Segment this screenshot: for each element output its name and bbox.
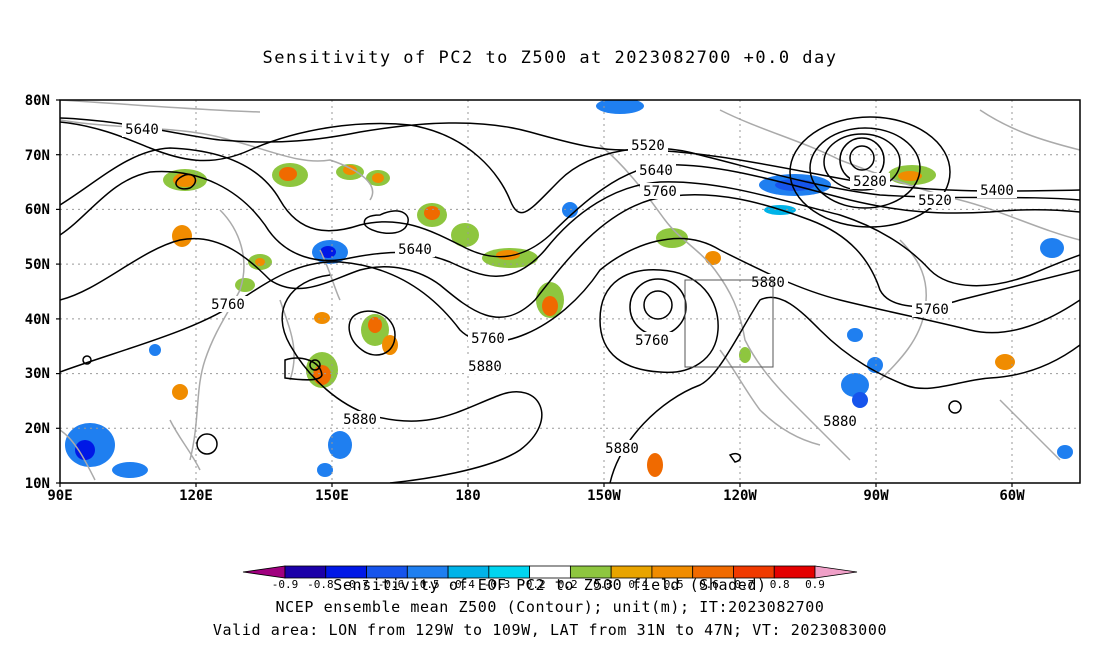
lat-label: 30N — [25, 366, 50, 382]
lon-label: 150W — [587, 488, 621, 504]
lon-label: 120W — [723, 488, 757, 504]
colorbar — [242, 565, 858, 579]
colorbar-tick-label: 0.4 — [628, 578, 648, 591]
contour-label: 5520 — [631, 138, 665, 154]
colorbar-tick-label: -0.6 — [378, 578, 405, 591]
lat-label: 40N — [25, 312, 50, 328]
colorbar-tick-label: 0.6 — [699, 578, 719, 591]
contour-labels: 5640 5520 5640 5760 5280 5400 5520 5640 … — [122, 121, 1017, 457]
colorbar-tick-label: 0.7 — [734, 578, 754, 591]
colorbar-tick-label: 0.3 — [593, 578, 613, 591]
lat-label: 60N — [25, 202, 50, 218]
contour-label: 5640 — [125, 122, 159, 138]
contour-label: 5760 — [211, 297, 245, 313]
contour-label: 5880 — [343, 412, 377, 428]
lat-label: 10N — [25, 476, 50, 492]
lon-label: 60W — [999, 488, 1025, 504]
contour-label: 5760 — [915, 302, 949, 318]
gridlines — [60, 100, 1080, 483]
lat-label: 80N — [25, 93, 50, 109]
colorbar-tick-label: 0.9 — [805, 578, 825, 591]
contour-label: 5400 — [980, 183, 1014, 199]
lon-label: 150E — [315, 488, 349, 504]
colorbar-tick-label: 0.5 — [664, 578, 684, 591]
latitude-labels: 80N 70N 60N 50N 40N 30N 20N 10N — [25, 93, 50, 492]
lat-label: 70N — [25, 148, 50, 164]
longitude-labels: 90E 120E 150E 180 150W 120W 90W 60W — [47, 488, 1025, 504]
lon-label: 90E — [47, 488, 72, 504]
contour-label: 5640 — [639, 163, 673, 179]
contour-label: 5880 — [468, 359, 502, 375]
lon-label: 120E — [179, 488, 213, 504]
contour-label: 5760 — [643, 184, 677, 200]
lon-label: 90W — [863, 488, 889, 504]
colorbar-tick-label: -0.8 — [307, 578, 334, 591]
chart-title: Sensitivity of PC2 to Z500 at 2023082700… — [262, 48, 838, 68]
colorbar-tick-label: 0.8 — [770, 578, 790, 591]
contour-label: 5880 — [823, 414, 857, 430]
axis-ticks — [56, 99, 1013, 487]
caption-contour-info: NCEP ensemble mean Z500 (Contour); unit(… — [275, 598, 825, 616]
contour-label: 5760 — [635, 333, 669, 349]
contour-label: 5880 — [751, 275, 785, 291]
colorbar-legend-label: Sensitivity of EOF PC2 to Z500 field (Sh… — [333, 576, 767, 594]
colorbar-tick-label: -0.7 — [342, 578, 369, 591]
colorbar-tick-label: -0.4 — [448, 578, 475, 591]
lat-label: 50N — [25, 257, 50, 273]
contour-label: 5520 — [918, 193, 952, 209]
caption-valid-area: Valid area: LON from 129W to 109W, LAT f… — [212, 621, 888, 639]
contour-label: 5640 — [398, 242, 432, 258]
valid-area-box — [684, 279, 774, 368]
colorbar-tick-label: -0.9 — [272, 578, 299, 591]
contour-label: 5280 — [853, 174, 887, 190]
plot-frame — [59, 99, 1081, 484]
coastlines — [60, 100, 1080, 481]
lat-label: 20N — [25, 421, 50, 437]
contour-label: 5880 — [605, 441, 639, 457]
colorbar-tick-label: -0.2 — [519, 578, 546, 591]
lon-label: 180 — [455, 488, 480, 504]
colorbar-tick-label: -0.3 — [484, 578, 511, 591]
colorbar-segment — [814, 565, 858, 579]
contour-label: 5760 — [471, 331, 505, 347]
colorbar-tick-label: 0.2 — [558, 578, 578, 591]
colorbar-tick-labels: -0.9 -0.8 -0.7 -0.6 -0.5 -0.4 -0.3 -0.2 0.2 0.3 0.… — [272, 578, 825, 591]
colorbar-tick-label: -0.5 — [413, 578, 440, 591]
